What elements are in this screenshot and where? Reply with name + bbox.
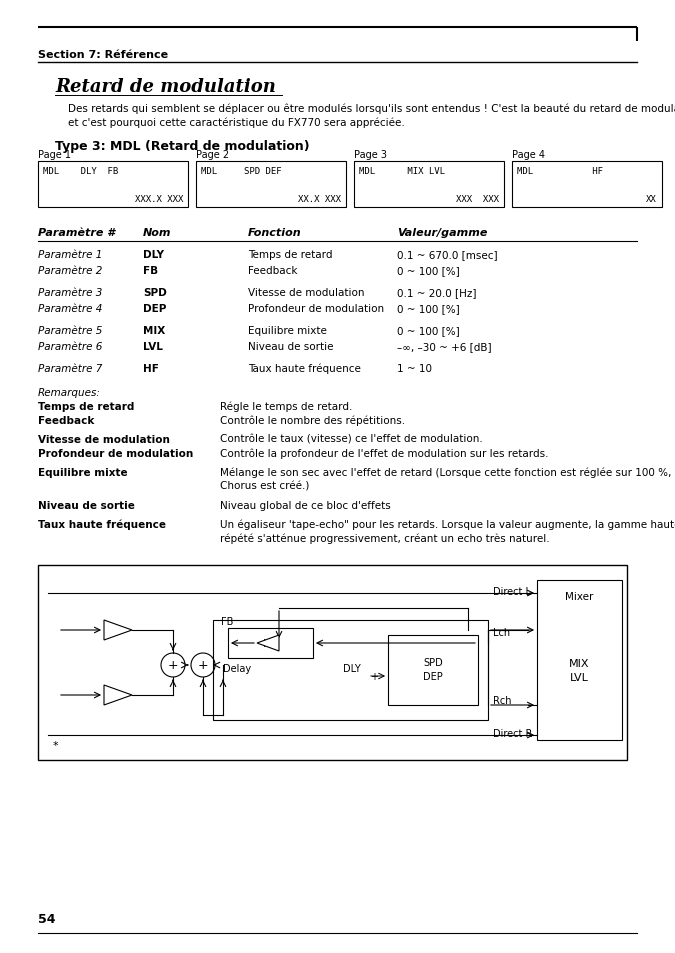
Text: 0 ~ 100 [%]: 0 ~ 100 [%]	[397, 304, 460, 314]
Text: Des retards qui semblent se déplacer ou être modulés lorsqu'ils sont entendus ! : Des retards qui semblent se déplacer ou …	[68, 104, 675, 114]
Text: Nom: Nom	[143, 228, 171, 237]
Text: XXX.X XXX: XXX.X XXX	[134, 194, 183, 204]
Text: +: +	[167, 659, 178, 672]
Text: Valeur/gamme: Valeur/gamme	[397, 228, 487, 237]
Polygon shape	[104, 620, 132, 640]
Text: Contrôle le taux (vitesse) ce l'effet de modulation.: Contrôle le taux (vitesse) ce l'effet de…	[220, 435, 483, 444]
Text: LVL: LVL	[143, 341, 163, 352]
Text: Paramètre 2: Paramètre 2	[38, 266, 103, 275]
Text: Paramètre 6: Paramètre 6	[38, 341, 103, 352]
Text: et c'est pourquoi cette caractéristique du FX770 sera appréciée.: et c'est pourquoi cette caractéristique …	[68, 118, 405, 129]
Text: Paramètre #: Paramètre #	[38, 228, 115, 237]
Text: *: *	[53, 740, 59, 750]
Text: Direct L: Direct L	[493, 586, 531, 597]
Text: FB: FB	[143, 266, 158, 275]
Text: Chorus est créé.): Chorus est créé.)	[220, 481, 309, 492]
Text: XXX  XXX: XXX XXX	[456, 194, 499, 204]
Text: Régle le temps de retard.: Régle le temps de retard.	[220, 401, 352, 412]
Text: 1 ~ 10: 1 ~ 10	[397, 364, 432, 374]
Bar	[388, 636, 478, 705]
Text: Mélange le son sec avec l'effet de retard (Lorsque cette fonction est réglée sur: Mélange le son sec avec l'effet de retar…	[220, 468, 675, 478]
Text: Type 3: MDL (Retard de modulation): Type 3: MDL (Retard de modulation)	[55, 140, 310, 152]
Text: Paramètre 7: Paramètre 7	[38, 364, 103, 374]
Bar	[38, 565, 627, 760]
Text: Contrôle le nombre des répétitions.: Contrôle le nombre des répétitions.	[220, 416, 405, 426]
Text: Niveau de sortie: Niveau de sortie	[248, 341, 333, 352]
Bar	[537, 580, 622, 740]
Text: Profondeur de modulation: Profondeur de modulation	[248, 304, 384, 314]
Text: 0.1 ~ 670.0 [msec]: 0.1 ~ 670.0 [msec]	[397, 250, 497, 260]
Text: +: +	[370, 671, 378, 681]
Bar	[196, 162, 346, 208]
Text: Rch: Rch	[493, 696, 512, 705]
Text: Page 3: Page 3	[354, 150, 387, 160]
Text: Section 7: Référence: Section 7: Référence	[38, 50, 168, 60]
Text: MDL      MIX LVL: MDL MIX LVL	[359, 167, 445, 175]
Text: Niveau global de ce bloc d'effets: Niveau global de ce bloc d'effets	[220, 500, 391, 511]
Bar	[354, 162, 504, 208]
Text: Feedback: Feedback	[248, 266, 298, 275]
Text: Profondeur de modulation: Profondeur de modulation	[38, 449, 193, 458]
Text: HF: HF	[263, 639, 278, 648]
Text: Page 4: Page 4	[512, 150, 545, 160]
Text: Temps de retard: Temps de retard	[248, 250, 333, 260]
Text: 0 ~ 100 [%]: 0 ~ 100 [%]	[397, 326, 460, 335]
Text: XX.X XXX: XX.X XXX	[298, 194, 341, 204]
Polygon shape	[104, 685, 132, 705]
Polygon shape	[257, 636, 279, 651]
Text: 0 ~ 100 [%]: 0 ~ 100 [%]	[397, 266, 460, 275]
Text: 54: 54	[38, 912, 55, 925]
Text: Page 2: Page 2	[196, 150, 229, 160]
Text: MDL     SPD DEF: MDL SPD DEF	[201, 167, 281, 175]
Text: Lch: Lch	[493, 627, 510, 638]
Text: Paramètre 1: Paramètre 1	[38, 250, 103, 260]
Text: Paramètre 4: Paramètre 4	[38, 304, 103, 314]
Text: Feedback: Feedback	[38, 416, 95, 426]
Text: Vitesse de modulation: Vitesse de modulation	[38, 435, 170, 444]
Text: Delay: Delay	[223, 663, 251, 673]
Text: MDL           HF: MDL HF	[517, 167, 603, 175]
Text: Vitesse de modulation: Vitesse de modulation	[248, 288, 364, 297]
Text: Equilibre mixte: Equilibre mixte	[248, 326, 327, 335]
Text: Paramètre 5: Paramètre 5	[38, 326, 103, 335]
Text: Equilibre mixte: Equilibre mixte	[38, 468, 128, 477]
Text: Temps de retard: Temps de retard	[38, 401, 134, 412]
Text: HF: HF	[143, 364, 159, 374]
Text: MIX
LVL: MIX LVL	[569, 659, 590, 682]
Text: 0.1 ~ 20.0 [Hz]: 0.1 ~ 20.0 [Hz]	[397, 288, 477, 297]
Bar	[512, 162, 662, 208]
Text: +: +	[198, 659, 209, 672]
Text: Taux haute fréquence: Taux haute fréquence	[38, 519, 166, 530]
Text: répété s'atténue progressivement, créant un echo très naturel.: répété s'atténue progressivement, créant…	[220, 534, 549, 544]
Text: DLY: DLY	[343, 663, 360, 673]
Bar	[38, 162, 188, 208]
Text: DLY: DLY	[143, 250, 164, 260]
Text: SPD: SPD	[423, 658, 443, 667]
Text: Retard de modulation: Retard de modulation	[55, 78, 276, 96]
Text: XX: XX	[646, 194, 657, 204]
Text: Direct R: Direct R	[493, 728, 533, 739]
Text: SPD: SPD	[143, 288, 167, 297]
Text: Contrôle la profondeur de l'effet de modulation sur les retards.: Contrôle la profondeur de l'effet de mod…	[220, 449, 549, 459]
Text: –∞, –30 ~ +6 [dB]: –∞, –30 ~ +6 [dB]	[397, 341, 491, 352]
Text: MDL    DLY  FB: MDL DLY FB	[43, 167, 118, 175]
Text: Niveau de sortie: Niveau de sortie	[38, 500, 135, 511]
Text: MIX: MIX	[143, 326, 165, 335]
Text: Mixer: Mixer	[565, 592, 594, 601]
Text: Remarques:: Remarques:	[38, 388, 101, 397]
Text: Taux haute fréquence: Taux haute fréquence	[248, 364, 361, 375]
Text: Fonction: Fonction	[248, 228, 302, 237]
Text: FB: FB	[221, 617, 234, 626]
Bar	[228, 628, 313, 659]
Text: DEP: DEP	[143, 304, 166, 314]
Text: DEP: DEP	[423, 671, 443, 681]
Bar	[213, 620, 488, 720]
Text: Un égaliseur 'tape-echo" pour les retards. Lorsque la valeur augmente, la gamme : Un égaliseur 'tape-echo" pour les retard…	[220, 519, 675, 530]
Text: Paramètre 3: Paramètre 3	[38, 288, 103, 297]
Text: Page 1: Page 1	[38, 150, 71, 160]
